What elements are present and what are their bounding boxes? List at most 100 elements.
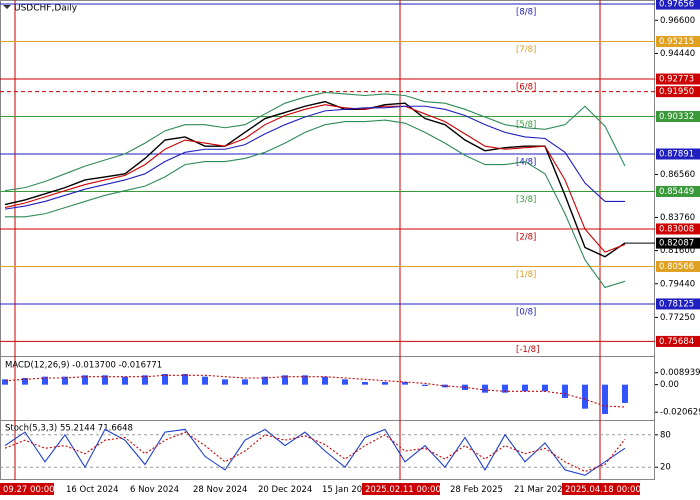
y-tick-label: 0.00 bbox=[660, 380, 679, 390]
macd-bar bbox=[522, 384, 528, 392]
y-tick-label: 0.81600 bbox=[660, 246, 695, 256]
macd-bar bbox=[622, 384, 628, 403]
x-label-box bbox=[0, 483, 54, 495]
y-tick-label: 0.86560 bbox=[660, 170, 695, 180]
x-tick-label: 2025.02.11 00:00 bbox=[365, 485, 441, 495]
chart-title: USDCHF,Daily bbox=[14, 4, 78, 14]
level-label: [6/8] bbox=[516, 83, 536, 93]
level-label: [7/8] bbox=[516, 45, 536, 55]
level-value: 0.90332 bbox=[659, 112, 694, 122]
macd-bar bbox=[82, 375, 88, 385]
x-tick-label: 15 Jan 2025 bbox=[322, 485, 373, 495]
marked-value-box bbox=[656, 86, 700, 98]
macd-bar bbox=[362, 382, 368, 385]
x-label-box bbox=[562, 483, 640, 495]
x-label-box bbox=[362, 483, 440, 495]
level-value: 0.78125 bbox=[659, 299, 694, 309]
macd-bar bbox=[422, 384, 428, 386]
macd-bar bbox=[2, 379, 8, 385]
series-line bbox=[5, 119, 626, 289]
stoch-title: Stoch(5,3,3) 55.2144 71.6648 bbox=[5, 424, 133, 434]
y-tick-label: 0.94440 bbox=[660, 49, 695, 59]
marked-value: 0.91950 bbox=[659, 87, 694, 97]
macd-bar bbox=[202, 376, 208, 385]
macd-bar bbox=[222, 379, 228, 385]
frame bbox=[0, 0, 655, 480]
x-tick-label: 16 Oct 2024 bbox=[66, 485, 119, 495]
level-label: [2/8] bbox=[516, 232, 536, 242]
macd-bar bbox=[142, 375, 148, 385]
series-line bbox=[4, 105, 625, 210]
y-tick-label: -0.020629 bbox=[660, 408, 700, 418]
level-value: 0.83008 bbox=[659, 224, 694, 234]
y-tick-label: 20 bbox=[660, 463, 671, 473]
macd-bar bbox=[562, 384, 568, 398]
macd-bar bbox=[322, 376, 328, 385]
macd-bar bbox=[102, 375, 108, 385]
symbol-icon bbox=[3, 5, 11, 9]
y-tick-label: 0.96600 bbox=[660, 16, 695, 26]
level-label: [0/8] bbox=[516, 307, 536, 317]
y-tick-label: 0.77250 bbox=[660, 313, 695, 323]
series-line bbox=[4, 104, 626, 253]
series-line bbox=[4, 100, 626, 258]
level-label: [8/8] bbox=[516, 8, 536, 18]
level-value: 0.97656 bbox=[659, 0, 694, 10]
macd-bar bbox=[262, 376, 268, 385]
level-value: 0.80566 bbox=[659, 262, 694, 272]
x-tick-label: 28 Nov 2024 bbox=[193, 485, 247, 495]
level-value-box bbox=[656, 148, 700, 160]
level-value-box bbox=[656, 0, 700, 10]
level-label: [3/8] bbox=[516, 195, 536, 205]
series-line bbox=[4, 374, 626, 408]
macd-bar bbox=[242, 379, 248, 385]
macd-bar bbox=[382, 382, 388, 385]
y-tick-label: 80 bbox=[660, 430, 671, 440]
macd-bar bbox=[402, 382, 408, 385]
level-label: [1/8] bbox=[516, 270, 536, 280]
y-tick-label: 0.83760 bbox=[660, 213, 695, 223]
macd-bar bbox=[342, 379, 348, 385]
macd-bar bbox=[122, 376, 128, 385]
y-tick-label: 0.008939 bbox=[660, 368, 700, 378]
x-tick-label: 21 Mar 2025 bbox=[514, 485, 568, 495]
x-tick-label: 28 Feb 2025 bbox=[450, 485, 503, 495]
x-tick-label: 6 Nov 2024 bbox=[130, 485, 179, 495]
level-value-box bbox=[656, 73, 700, 85]
level-value: 0.85449 bbox=[659, 187, 694, 197]
last-price: 0.82087 bbox=[659, 239, 694, 249]
level-value-box bbox=[656, 36, 700, 48]
last-price-box bbox=[656, 237, 700, 249]
macd-bar bbox=[162, 374, 168, 385]
y-tick-label: 0.79440 bbox=[660, 279, 695, 289]
level-value-box bbox=[656, 223, 700, 235]
macd-bar bbox=[482, 384, 488, 393]
level-value-box bbox=[656, 335, 700, 347]
level-value-box bbox=[656, 185, 700, 197]
level-value-box bbox=[656, 111, 700, 123]
macd-title: MACD(12,26,9) -0.013700 -0.016771 bbox=[5, 361, 162, 371]
level-value-box bbox=[656, 260, 700, 272]
level-value-box bbox=[656, 298, 700, 310]
macd-bar bbox=[62, 376, 68, 385]
macd-bar bbox=[582, 384, 588, 409]
level-value: 0.95215 bbox=[659, 37, 694, 47]
macd-bar bbox=[542, 384, 548, 392]
level-value: 0.87891 bbox=[659, 149, 694, 159]
macd-bar bbox=[182, 374, 188, 385]
macd-bar bbox=[502, 384, 508, 393]
level-label: [-1/8] bbox=[516, 345, 539, 355]
level-value: 0.92773 bbox=[659, 75, 694, 85]
series-line bbox=[4, 428, 626, 476]
macd-bar bbox=[42, 376, 48, 385]
x-tick-label: 2025.04.18 00:00 bbox=[565, 485, 641, 495]
x-tick-label: 09.27 00:00 bbox=[3, 485, 55, 495]
macd-bar bbox=[282, 375, 288, 385]
x-tick-label: 20 Dec 2024 bbox=[258, 485, 312, 495]
macd-bar bbox=[302, 375, 308, 385]
level-label: [5/8] bbox=[516, 120, 536, 130]
level-value: 0.75684 bbox=[659, 337, 694, 347]
macd-bar bbox=[602, 384, 608, 414]
series-line bbox=[4, 431, 626, 473]
macd-bar bbox=[22, 378, 28, 385]
